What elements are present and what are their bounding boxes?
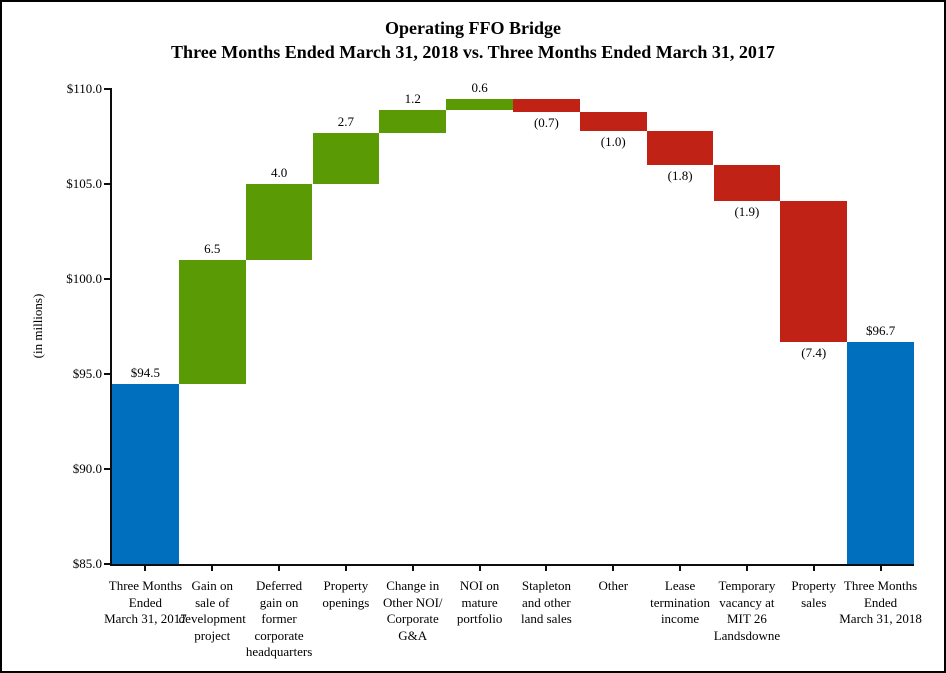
bar-value-label: 1.2 xyxy=(404,90,421,106)
waterfall-bar-11 xyxy=(780,201,848,342)
x-axis-tick xyxy=(344,566,347,571)
chart-subtitle: Three Months Ended March 31, 2018 vs. Th… xyxy=(171,42,775,62)
x-axis-category-label: Three Months Ended March 31, 2018 xyxy=(839,578,922,626)
x-axis-tick xyxy=(478,566,481,571)
waterfall-bar-10 xyxy=(713,165,781,202)
x-axis-category-label: Temporary vacancy at MIT 26 Landsdowne xyxy=(713,578,781,643)
bar-value-label: (7.4) xyxy=(801,344,827,360)
waterfall-bar-1 xyxy=(112,383,179,564)
bar-value-label: 4.0 xyxy=(270,165,288,180)
y-axis-tick-label: $105.0 xyxy=(66,176,102,191)
y-axis-tick xyxy=(104,88,110,90)
x-axis-line xyxy=(110,564,914,566)
x-axis-category-label: Property sales xyxy=(791,578,837,610)
waterfall-bar-8 xyxy=(579,111,647,131)
y-axis-tick xyxy=(104,373,110,375)
y-axis-tick xyxy=(104,183,110,185)
y-axis-tick-label: $90.0 xyxy=(72,461,102,476)
x-axis-tick xyxy=(278,566,281,571)
x-axis-category-label: Change in Other NOI/ Corporate G&A xyxy=(382,578,443,643)
x-axis-category-label: NOI on mature portfolio xyxy=(456,578,503,626)
x-axis-tick xyxy=(211,566,214,571)
y-axis-tick xyxy=(104,278,110,280)
y-axis-tick-label: $100.0 xyxy=(66,271,102,286)
waterfall-bar-12 xyxy=(847,341,914,564)
bar-value-label: $94.5 xyxy=(130,364,161,380)
x-axis-category-label: Deferred gain on former corporate headqu… xyxy=(245,578,313,659)
y-axis-tick xyxy=(104,468,110,470)
x-axis-tick xyxy=(545,566,548,571)
x-axis-tick xyxy=(144,566,147,571)
waterfall-bar-7 xyxy=(513,98,580,112)
y-axis-tick xyxy=(104,563,110,565)
x-axis-tick xyxy=(679,566,682,571)
bar-value-label: 0.6 xyxy=(471,79,488,95)
bar-value-label: (1.8) xyxy=(667,168,693,183)
x-axis-category-label: Stapleton and other land sales xyxy=(520,578,572,626)
x-axis-tick xyxy=(745,566,748,571)
bar-value-label: (1.9) xyxy=(734,204,760,220)
y-axis-tick-label: $95.0 xyxy=(72,366,102,381)
waterfall-bar-4 xyxy=(312,132,380,184)
x-axis-tick xyxy=(411,566,414,571)
bar-value-label: (0.7) xyxy=(533,114,559,130)
x-axis-category-label: Lease termination income xyxy=(650,578,711,626)
waterfall-bar-9 xyxy=(646,130,714,165)
y-axis-line xyxy=(110,88,112,566)
waterfall-bar-2 xyxy=(178,260,246,384)
x-axis-category-label: Gain on sale of development project xyxy=(178,578,246,643)
y-axis-tick-label: $85.0 xyxy=(72,556,102,571)
x-axis-category-label: Other xyxy=(598,578,629,593)
bar-value-label: 2.7 xyxy=(337,113,355,129)
bar-value-label: $96.7 xyxy=(865,322,896,338)
y-axis-title: (in millions) xyxy=(30,293,45,359)
waterfall-bar-3 xyxy=(245,184,313,260)
waterfall-bar-6 xyxy=(446,98,513,110)
chart-title: Operating FFO Bridge xyxy=(385,18,561,38)
y-axis-tick-label: $110.0 xyxy=(66,81,102,96)
bar-value-label: (1.0) xyxy=(600,133,626,149)
x-axis-tick xyxy=(812,566,815,571)
x-axis-category-label: Property openings xyxy=(322,578,370,610)
x-axis-tick xyxy=(612,566,615,571)
x-axis-tick xyxy=(879,566,882,571)
waterfall-bar-5 xyxy=(379,109,447,133)
bar-value-label: 6.5 xyxy=(204,241,221,256)
x-axis-category-label: Three Months Ended March 31, 2017 xyxy=(104,578,187,626)
